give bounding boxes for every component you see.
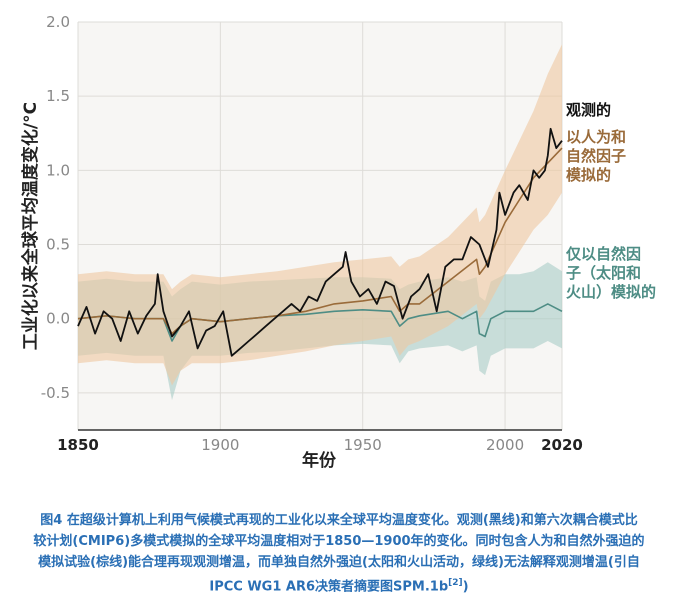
legend-human-natural: 以人为和 自然因子 模拟的 bbox=[566, 128, 631, 184]
caption-line-4: IPCC WG1 AR6决策者摘要图SPM.1b[2]) bbox=[10, 573, 668, 597]
y-axis-ticks: 2.0 1.5 1.0 0.5 0.0 -0.5 bbox=[41, 13, 70, 402]
legend-human-natural-line2: 自然因子 bbox=[566, 147, 626, 165]
x-tick-label: 1950 bbox=[344, 436, 382, 454]
y-tick-label: 2.0 bbox=[46, 13, 70, 31]
legend-observed: 观测的 bbox=[566, 101, 611, 119]
legend-human-natural-line1: 以人为和 bbox=[566, 128, 626, 146]
caption-reference: [2] bbox=[448, 578, 463, 588]
caption-line-2: 较计划(CMIP6)多模式模拟的全球平均温度相对于1850—1900年的变化。同… bbox=[33, 534, 645, 549]
x-tick-label: 2020 bbox=[541, 436, 583, 454]
y-axis-title: 工业化以来全球平均温度变化/°C bbox=[20, 102, 41, 350]
x-tick-label: 1850 bbox=[57, 436, 99, 454]
caption-line-4-end: ) bbox=[462, 579, 469, 595]
y-tick-label: 0.0 bbox=[46, 310, 70, 328]
series-lines bbox=[77, 127, 563, 357]
series-line bbox=[77, 303, 563, 342]
y-tick-label: -0.5 bbox=[41, 384, 70, 402]
x-tick-label: 2000 bbox=[486, 436, 524, 454]
caption-line-1: 图4 在超级计算机上利用气候模式再现的工业化以来全球平均温度变化。观测(黑线)和… bbox=[40, 513, 638, 528]
caption-line-4-text: IPCC WG1 AR6决策者摘要图SPM.1b bbox=[209, 579, 449, 595]
y-tick-label: 1.0 bbox=[46, 161, 70, 179]
legend-human-natural-line3: 模拟的 bbox=[566, 166, 611, 184]
caption-line-3: 模拟试验(棕线)能合理再现观测增温，而单独自然外强迫(太阳和火山活动，绿线)无法… bbox=[38, 555, 640, 570]
y-tick-label: 1.5 bbox=[46, 87, 70, 105]
uncertainty-bands bbox=[78, 44, 562, 401]
x-axis-ticks: 1850 1900 1950 2000 2020 bbox=[57, 436, 583, 454]
legend-natural-only-line1: 仅以自然因 bbox=[565, 245, 641, 263]
x-axis-title: 年份 bbox=[302, 450, 337, 471]
legend-natural-only-line2: 子（太阳和 bbox=[566, 264, 641, 282]
series-line bbox=[77, 147, 563, 335]
legend-natural-only: 仅以自然因 子（太阳和 火山）模拟的 bbox=[565, 245, 656, 301]
figure-caption: 图4 在超级计算机上利用气候模式再现的工业化以来全球平均温度变化。观测(黑线)和… bbox=[10, 510, 668, 597]
y-tick-label: 0.5 bbox=[46, 236, 70, 254]
legend-natural-only-line3: 火山）模拟的 bbox=[566, 283, 656, 301]
series-line bbox=[77, 127, 563, 357]
x-tick-label: 1900 bbox=[201, 436, 239, 454]
temperature-chart: 2.0 1.5 1.0 0.5 0.0 -0.5 1850 1900 1950 2000 2020… bbox=[20, 13, 656, 471]
uncertainty-band bbox=[78, 44, 562, 386]
